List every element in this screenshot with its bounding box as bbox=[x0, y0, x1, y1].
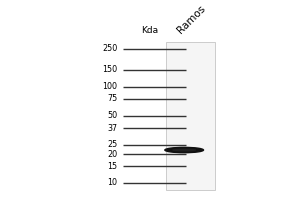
Text: 15: 15 bbox=[107, 162, 117, 171]
Text: Kda: Kda bbox=[141, 26, 159, 35]
Text: 10: 10 bbox=[107, 178, 117, 187]
Ellipse shape bbox=[165, 147, 203, 153]
Text: 250: 250 bbox=[102, 44, 117, 53]
Text: 150: 150 bbox=[102, 65, 117, 74]
Text: Ramos: Ramos bbox=[176, 3, 208, 35]
Text: 25: 25 bbox=[107, 140, 117, 149]
Ellipse shape bbox=[172, 149, 196, 151]
Text: 50: 50 bbox=[107, 111, 117, 120]
Text: 37: 37 bbox=[107, 124, 117, 133]
Text: 20: 20 bbox=[107, 150, 117, 159]
Text: 100: 100 bbox=[102, 82, 117, 91]
Text: 75: 75 bbox=[107, 94, 117, 103]
